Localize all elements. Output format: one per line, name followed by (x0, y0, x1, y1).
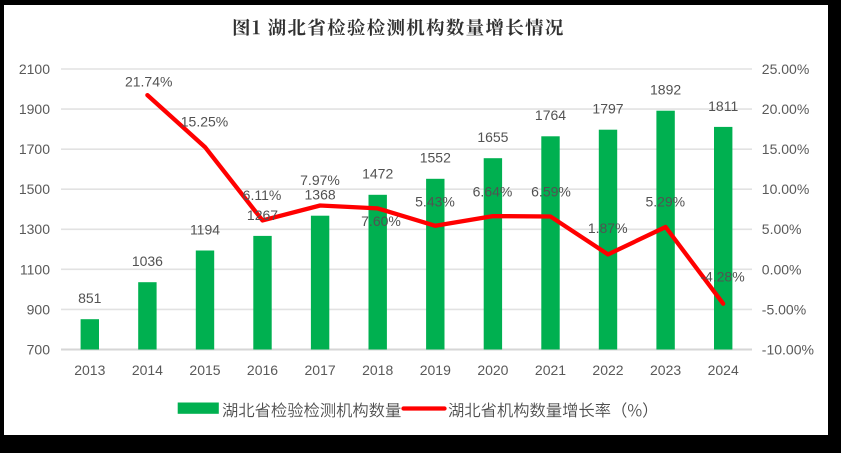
svg-text:-5.00%: -5.00% (762, 301, 806, 317)
svg-text:2023: 2023 (650, 362, 681, 378)
svg-text:1892: 1892 (650, 82, 681, 98)
svg-text:-4.28%: -4.28% (700, 268, 744, 284)
svg-text:5.29%: 5.29% (645, 193, 685, 209)
svg-text:1.87%: 1.87% (588, 220, 628, 236)
svg-text:5.43%: 5.43% (415, 194, 455, 210)
svg-text:1797: 1797 (592, 101, 623, 117)
svg-text:2022: 2022 (592, 362, 623, 378)
svg-text:2100: 2100 (19, 61, 50, 77)
svg-text:20.00%: 20.00% (762, 101, 809, 117)
svg-text:6.59%: 6.59% (531, 183, 571, 199)
svg-text:10.00%: 10.00% (762, 181, 809, 197)
svg-text:15.25%: 15.25% (181, 114, 228, 130)
svg-text:5.00%: 5.00% (762, 221, 802, 237)
svg-text:900: 900 (27, 301, 51, 317)
svg-text:2019: 2019 (420, 362, 451, 378)
svg-text:1900: 1900 (19, 101, 50, 117)
svg-text:1368: 1368 (305, 187, 336, 203)
svg-text:2015: 2015 (189, 362, 220, 378)
svg-text:1036: 1036 (132, 253, 163, 269)
svg-text:-10.00%: -10.00% (762, 341, 814, 357)
svg-text:2017: 2017 (305, 362, 336, 378)
svg-text:1552: 1552 (420, 150, 451, 166)
svg-text:1811: 1811 (708, 98, 738, 114)
svg-text:15.00%: 15.00% (762, 141, 809, 157)
svg-text:2016: 2016 (247, 362, 278, 378)
svg-text:2013: 2013 (74, 362, 105, 378)
svg-text:851: 851 (78, 290, 102, 306)
svg-text:6.64%: 6.64% (473, 183, 513, 199)
svg-text:1655: 1655 (477, 129, 508, 145)
svg-text:1194: 1194 (190, 221, 220, 237)
svg-text:1472: 1472 (362, 166, 393, 182)
svg-text:2018: 2018 (362, 362, 393, 378)
svg-text:700: 700 (27, 341, 51, 357)
svg-text:7.97%: 7.97% (300, 172, 340, 188)
svg-text:1764: 1764 (535, 107, 566, 123)
svg-text:0.00%: 0.00% (762, 261, 802, 277)
svg-text:2014: 2014 (132, 362, 163, 378)
svg-text:2024: 2024 (708, 362, 739, 378)
svg-text:1100: 1100 (20, 261, 50, 277)
svg-text:25.00%: 25.00% (762, 61, 809, 77)
svg-text:21.74%: 21.74% (125, 74, 172, 90)
svg-text:7.60%: 7.60% (361, 213, 401, 229)
svg-text:6.11%: 6.11% (243, 187, 282, 203)
svg-text:1700: 1700 (19, 141, 50, 157)
svg-text:1267: 1267 (247, 207, 278, 223)
svg-text:1500: 1500 (19, 181, 50, 197)
svg-text:2021: 2021 (535, 362, 566, 378)
svg-text:1300: 1300 (19, 221, 50, 237)
svg-text:2020: 2020 (477, 362, 508, 378)
